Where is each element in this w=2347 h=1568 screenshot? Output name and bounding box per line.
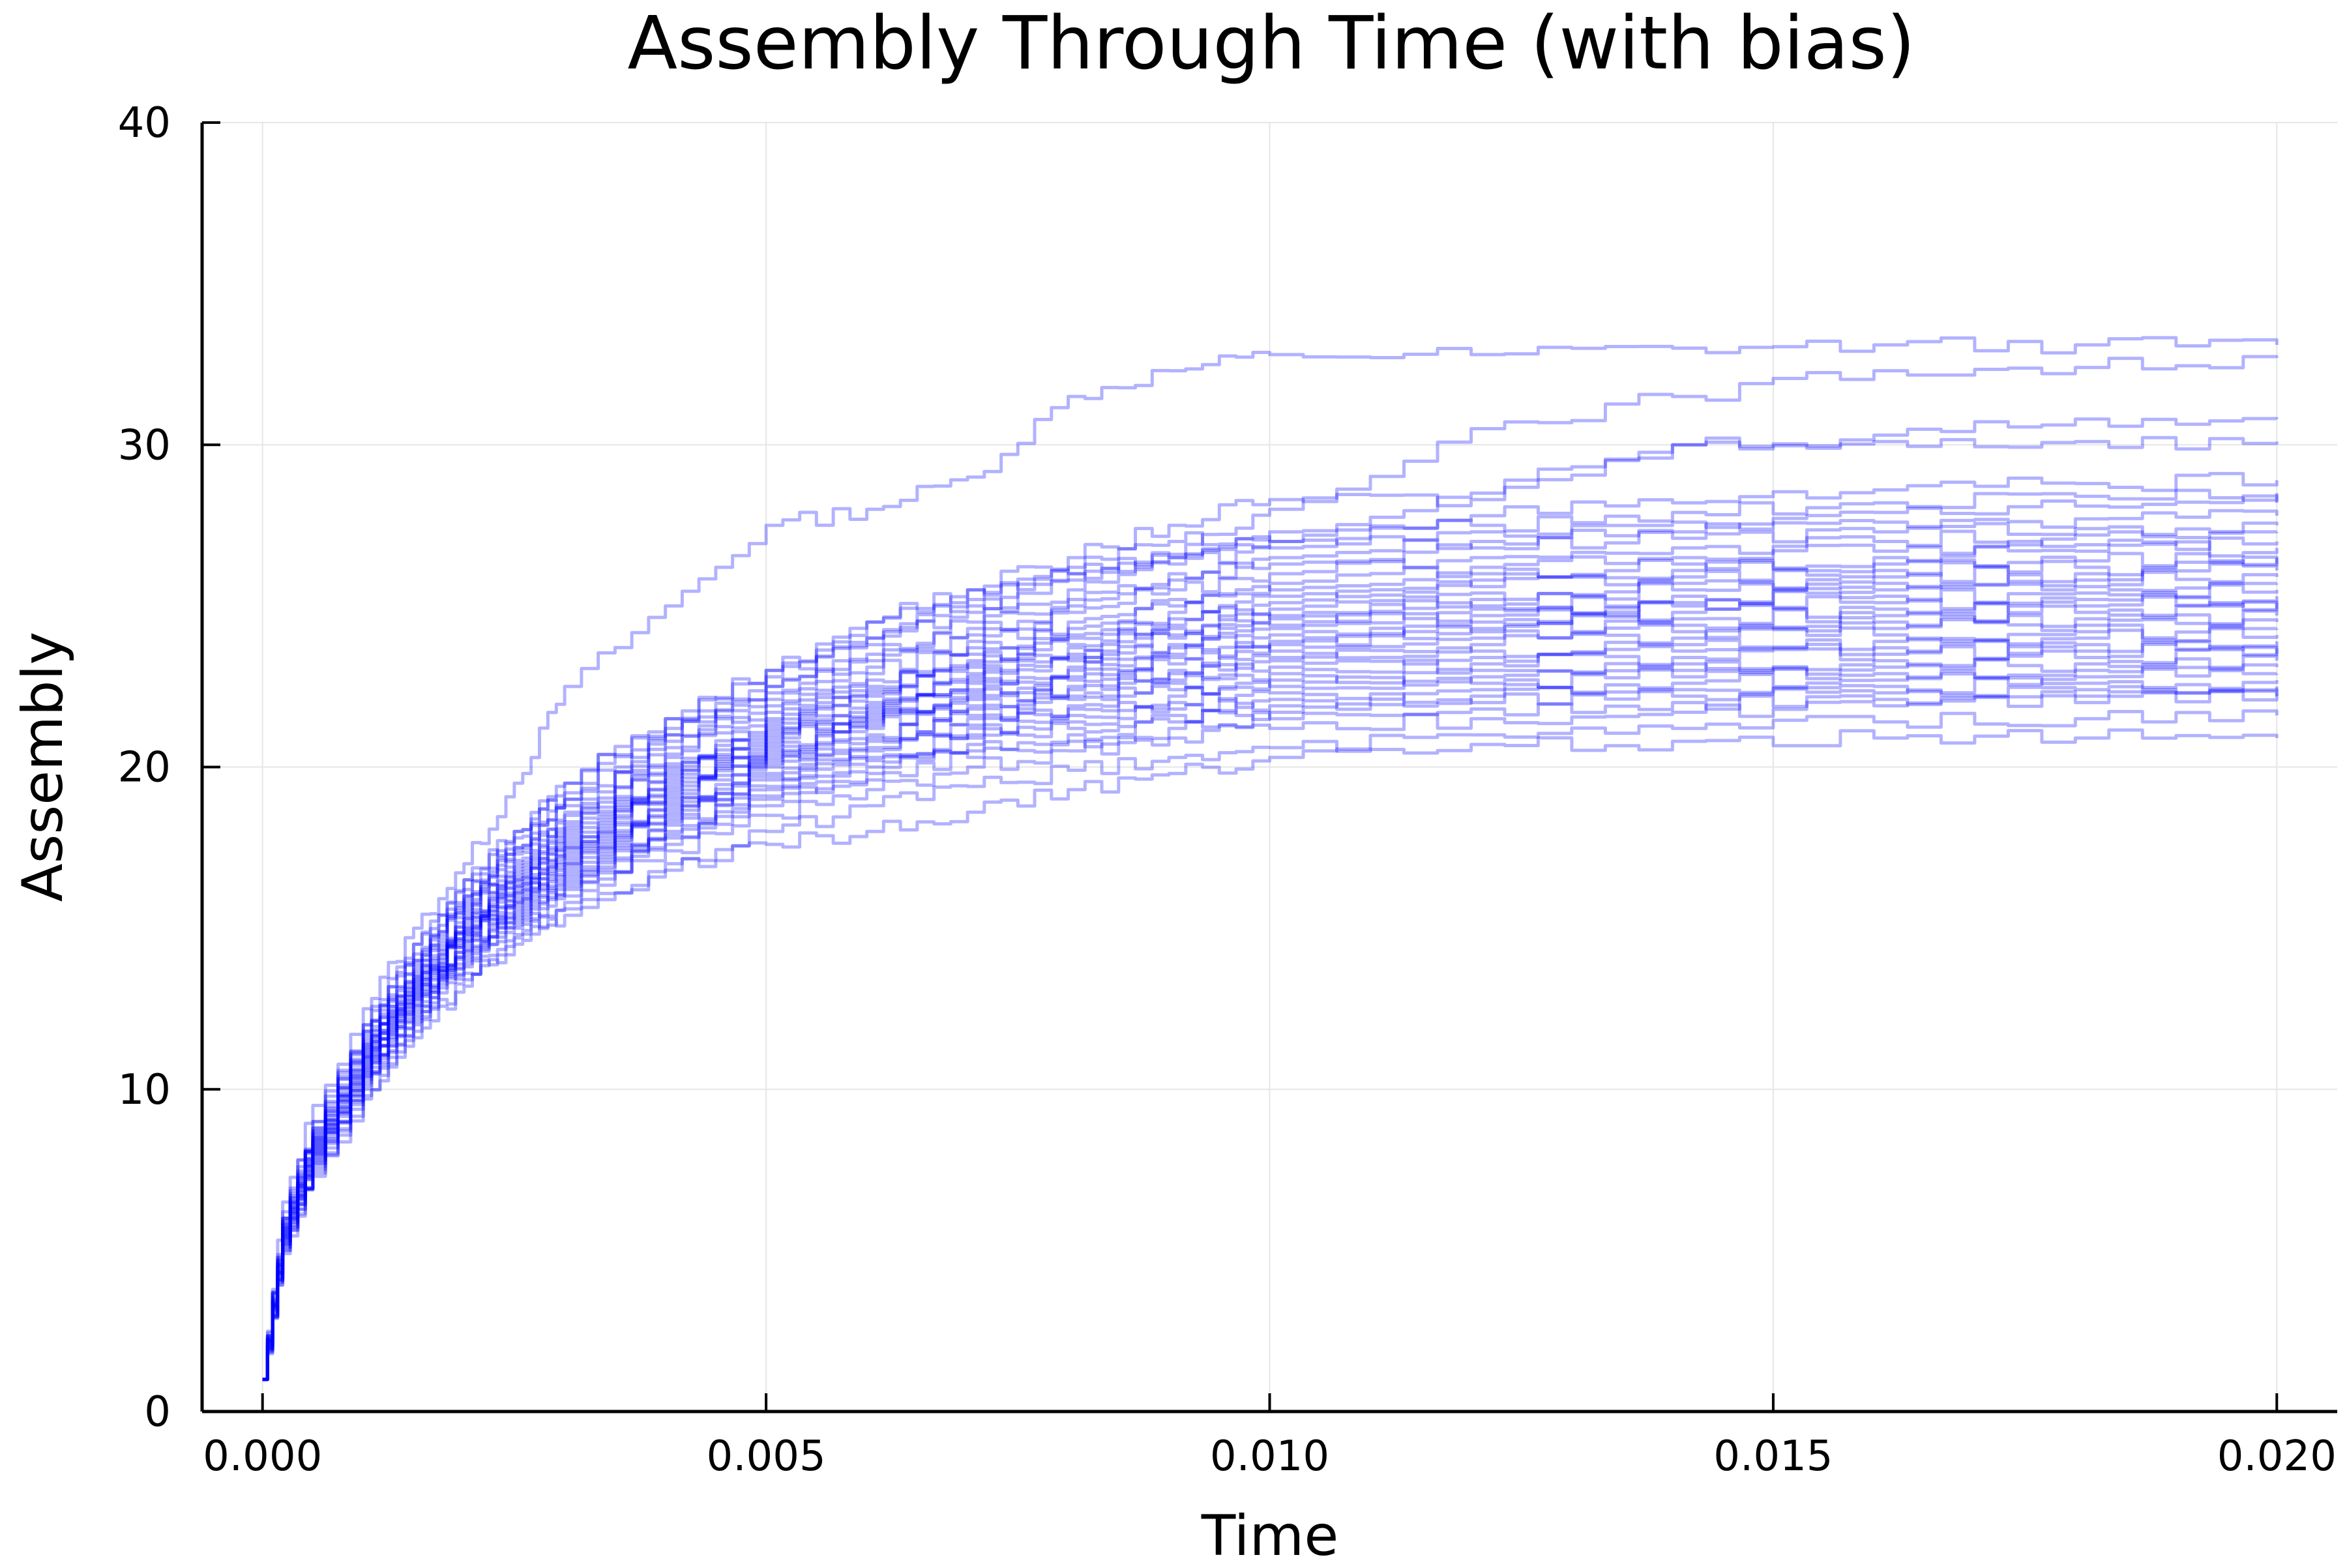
- series-line: [262, 529, 2279, 1382]
- series-lines: [262, 336, 2279, 1382]
- series-line: [262, 570, 2279, 1382]
- series-line: [262, 640, 2279, 1382]
- series-line: [262, 336, 2279, 1382]
- series-line: [262, 509, 2279, 1382]
- series-line: [262, 552, 2279, 1382]
- series-line: [262, 583, 2279, 1382]
- series-line: [262, 667, 2279, 1382]
- x-axis-label: Time: [1201, 1503, 1338, 1565]
- y-tick-label: 0: [144, 1388, 171, 1436]
- y-tick-label: 20: [118, 744, 171, 792]
- y-tick-label: 40: [118, 99, 171, 147]
- series-line: [262, 436, 2279, 1382]
- series-line: [262, 609, 2279, 1382]
- series-line: [262, 676, 2279, 1382]
- series-line: [262, 627, 2279, 1382]
- series-line: [262, 494, 2279, 1382]
- series-line: [262, 685, 2279, 1382]
- series-line: [262, 540, 2279, 1382]
- x-tick-label: 0.020: [2217, 1432, 2337, 1481]
- series-line: [262, 654, 2279, 1382]
- series-line: [262, 595, 2279, 1382]
- x-tick-label: 0.015: [1713, 1432, 1833, 1481]
- x-tick-label: 0.010: [1210, 1432, 1329, 1481]
- series-line: [262, 640, 2279, 1382]
- chart-title: Assembly Through Time (with bias): [627, 1, 1915, 86]
- series-line: [262, 582, 2279, 1382]
- y-tick-label: 30: [118, 421, 171, 469]
- series-line: [262, 728, 2279, 1382]
- series-line: [262, 688, 2279, 1382]
- series-line: [262, 593, 2279, 1382]
- series-line: [262, 690, 2279, 1382]
- y-tick-label: 10: [118, 1066, 171, 1114]
- series-line: [262, 471, 2279, 1382]
- ticks: 0.000 0.005 0.010 0.015 0.020 0 10 20 30 40: [118, 99, 2337, 1481]
- series-line: [262, 488, 2279, 1382]
- series-line: [262, 645, 2279, 1382]
- series-line: [262, 600, 2279, 1382]
- series-line: [262, 623, 2279, 1382]
- series-line: [262, 555, 2279, 1382]
- series-line: [262, 709, 2279, 1382]
- x-tick-label: 0.005: [706, 1432, 825, 1481]
- series-line: [262, 355, 2279, 1382]
- y-axis-label: Assembly: [10, 632, 76, 902]
- series-line: [262, 617, 2279, 1382]
- series-line: [262, 417, 2279, 1382]
- x-tick-label: 0.000: [203, 1432, 322, 1481]
- series-line: [262, 663, 2279, 1382]
- series-line: [262, 562, 2279, 1382]
- series-line: [262, 521, 2279, 1382]
- series-line: [262, 536, 2279, 1382]
